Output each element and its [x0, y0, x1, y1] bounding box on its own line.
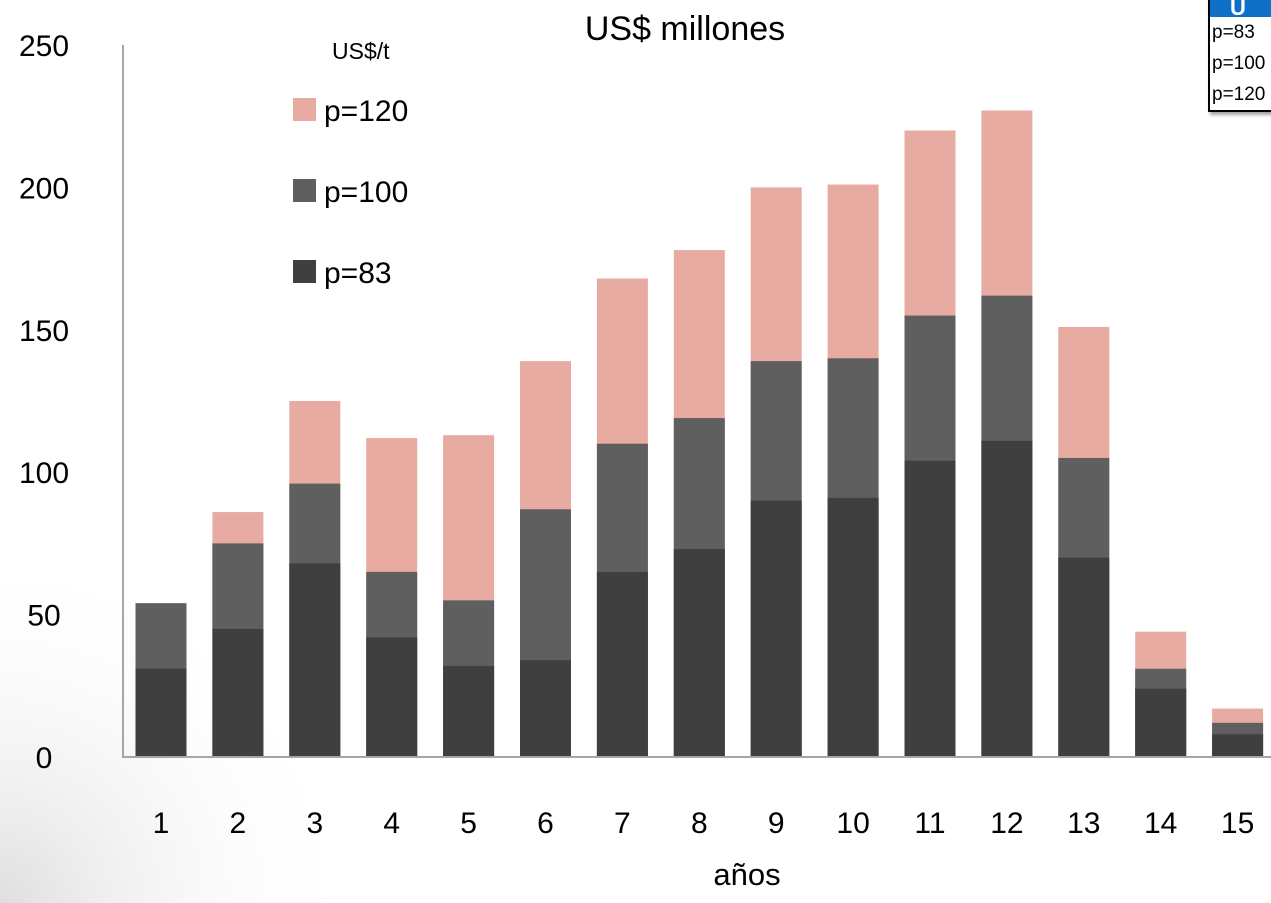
x-axis-tick-labels: 1 2 3 4 5 6 7 8 9 10 11 12 13 14 15 [153, 807, 1255, 840]
y-tick-label: 0 [36, 742, 53, 775]
legend: US$/t p=120 p=100 p=83 [293, 38, 408, 290]
x-tick-label: 13 [1067, 807, 1100, 840]
legend-swatch [293, 260, 316, 283]
bar-segment [827, 497, 879, 757]
legend-label: p=83 [324, 257, 392, 290]
x-tick-label: 4 [383, 807, 400, 840]
legend-swatch [293, 179, 316, 202]
x-tick-label: 10 [836, 807, 869, 840]
x-tick-label: 6 [537, 807, 554, 840]
bar-segment [443, 665, 495, 757]
x-tick-label: 12 [990, 807, 1023, 840]
bar-segment [1058, 557, 1110, 757]
y-tick-label: 250 [19, 30, 69, 63]
table-header: U [1210, 0, 1271, 17]
bar-segment [981, 440, 1033, 757]
y-tick-label: 150 [19, 315, 69, 348]
y-tick-label: 50 [27, 600, 60, 633]
bar-segment [596, 571, 648, 757]
bar-segment [520, 660, 571, 757]
bar-segment [673, 549, 725, 757]
bar-segment [135, 668, 187, 757]
legend-swatch [293, 98, 316, 121]
chart-title: US$ millones [585, 10, 785, 48]
x-tick-label: 14 [1144, 807, 1177, 840]
bar-segment [212, 628, 264, 757]
x-tick-label: 1 [153, 807, 170, 840]
bar-segment [1212, 734, 1264, 757]
legend-label: p=120 [324, 95, 408, 128]
y-tick-label: 200 [19, 172, 69, 205]
y-tick-label: 100 [19, 457, 69, 490]
bar-segment [750, 500, 802, 757]
table-row: p=100 [1212, 53, 1266, 74]
x-tick-label: 9 [768, 807, 785, 840]
legend-unit-label: US$/t [332, 38, 390, 64]
x-tick-label: 2 [230, 807, 247, 840]
bars [135, 110, 1264, 757]
x-tick-label: 7 [614, 807, 631, 840]
table-row: p=120 [1212, 84, 1266, 105]
x-tick-label: 15 [1221, 807, 1254, 840]
x-axis-title: años [713, 857, 780, 892]
x-tick-label: 3 [306, 807, 323, 840]
bar-segment [1135, 688, 1187, 757]
bar-segment [289, 563, 341, 757]
legend-label: p=100 [324, 176, 408, 209]
x-tick-label: 11 [914, 807, 945, 840]
data-table-corner: U p=83 p=100 p=120 [1208, 0, 1271, 112]
table-row: p=83 [1212, 22, 1255, 43]
y-axis-tick-labels: 0 50 100 150 200 250 [19, 30, 69, 775]
x-tick-label: 8 [691, 807, 708, 840]
x-tick-label: 5 [460, 807, 477, 840]
bar-segment [366, 637, 418, 757]
bar-segment [904, 460, 956, 757]
